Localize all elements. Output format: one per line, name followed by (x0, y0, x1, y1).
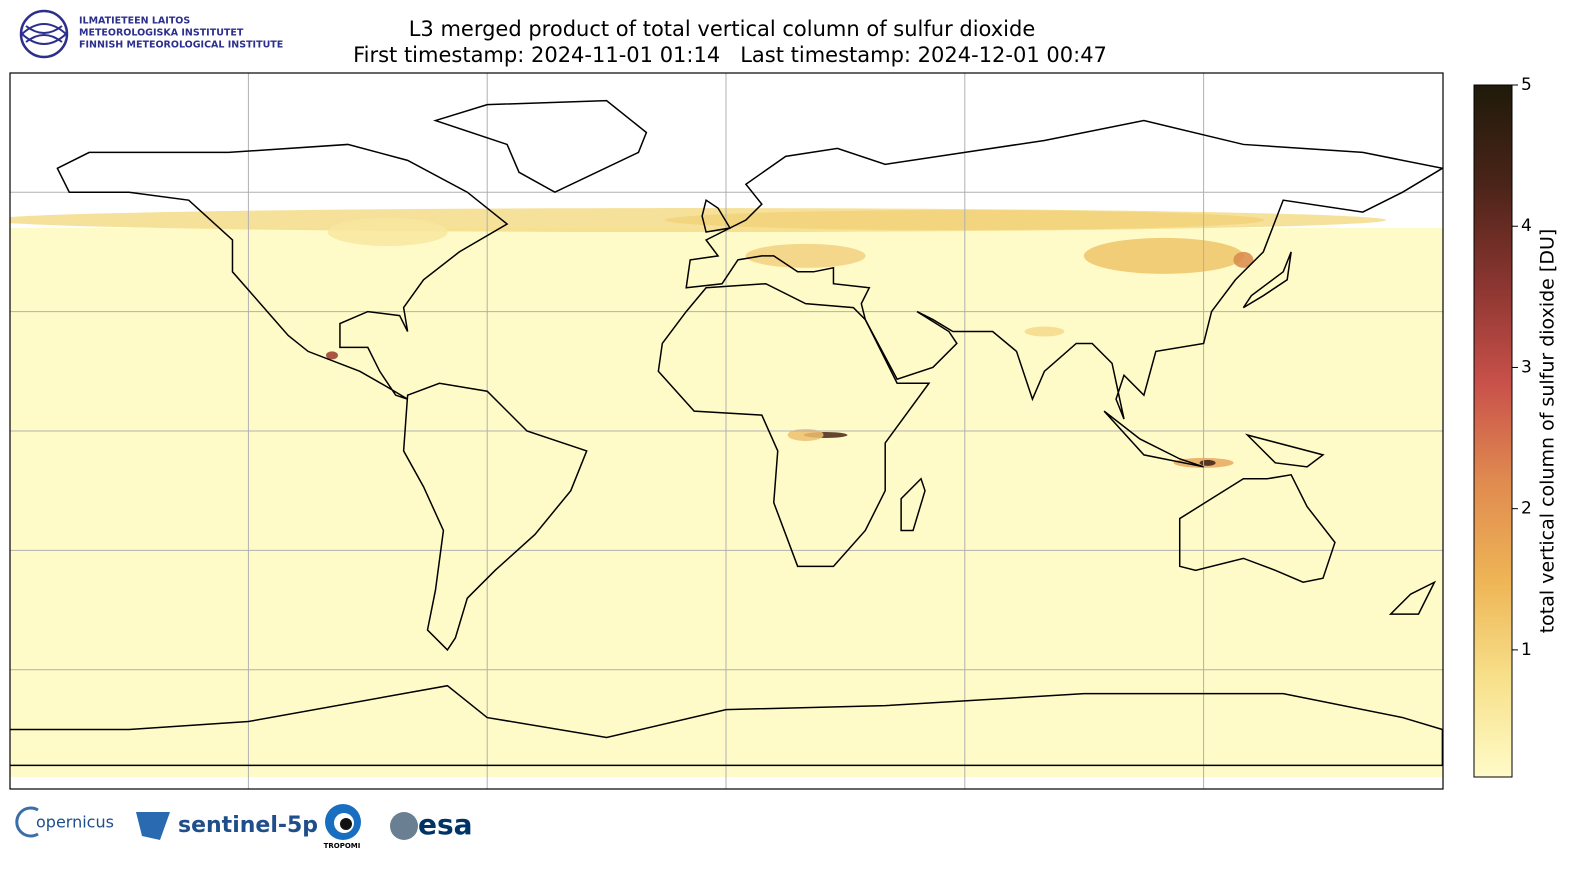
so2-hotspot (1233, 251, 1254, 268)
so2-hotspot (745, 243, 866, 268)
logo-text: TROPOMI (324, 842, 361, 850)
coastline (10, 684, 1443, 767)
logo-text: METEOROLOGISKA INSTITUTET (79, 28, 244, 39)
coastline (685, 119, 1443, 420)
partner-logos: opernicus sentinel-5p TROPOMI esa (15, 804, 473, 850)
map-frame (9, 72, 1444, 790)
logo-text: FINNISH METEOROLOGICAL INSTITUTE (79, 40, 283, 51)
title: L3 merged product of total vertical colu… (409, 17, 1036, 41)
coastline (1242, 251, 1292, 309)
so2-hotspot (1024, 326, 1065, 337)
subtitle: First timestamp: 2024-11-01 01:14 Last t… (353, 43, 1107, 67)
colorbar-tick-label: 3 (1521, 357, 1532, 377)
colorbar-tick-label: 1 (1521, 640, 1532, 660)
fmi-logo: ILMATIETEEN LAITOS METEOROLOGISKA INSTIT… (19, 9, 283, 59)
colorbar (1473, 84, 1513, 778)
logo-text: opernicus (36, 813, 114, 832)
so2-hotspot (325, 351, 338, 360)
so2-hotspot (1199, 459, 1216, 466)
coastline (701, 198, 732, 233)
coastline (657, 282, 931, 568)
logo-text: sentinel-5p (178, 813, 318, 838)
coastline (1388, 580, 1437, 615)
colorbar-label: total vertical column of sulfur dioxide … (1537, 229, 1559, 634)
coastline (433, 99, 648, 194)
so2-hotspot (787, 428, 824, 441)
so2-hotspot (327, 218, 448, 246)
coastline (1103, 410, 1204, 468)
colorbar-tick-label: 5 (1521, 75, 1532, 95)
coastline (402, 382, 588, 652)
coastline (1178, 473, 1336, 584)
logo-text: esa (418, 808, 473, 841)
coastline (1244, 433, 1325, 468)
logo-text: ILMATIETEEN LAITOS (79, 16, 190, 27)
so2-hotspot (1083, 237, 1244, 274)
coastline (900, 477, 926, 532)
colorbar-tick-label: 4 (1521, 216, 1532, 236)
colorbar-tick-label: 2 (1521, 499, 1532, 519)
coastline (56, 143, 509, 400)
map (10, 73, 1443, 789)
